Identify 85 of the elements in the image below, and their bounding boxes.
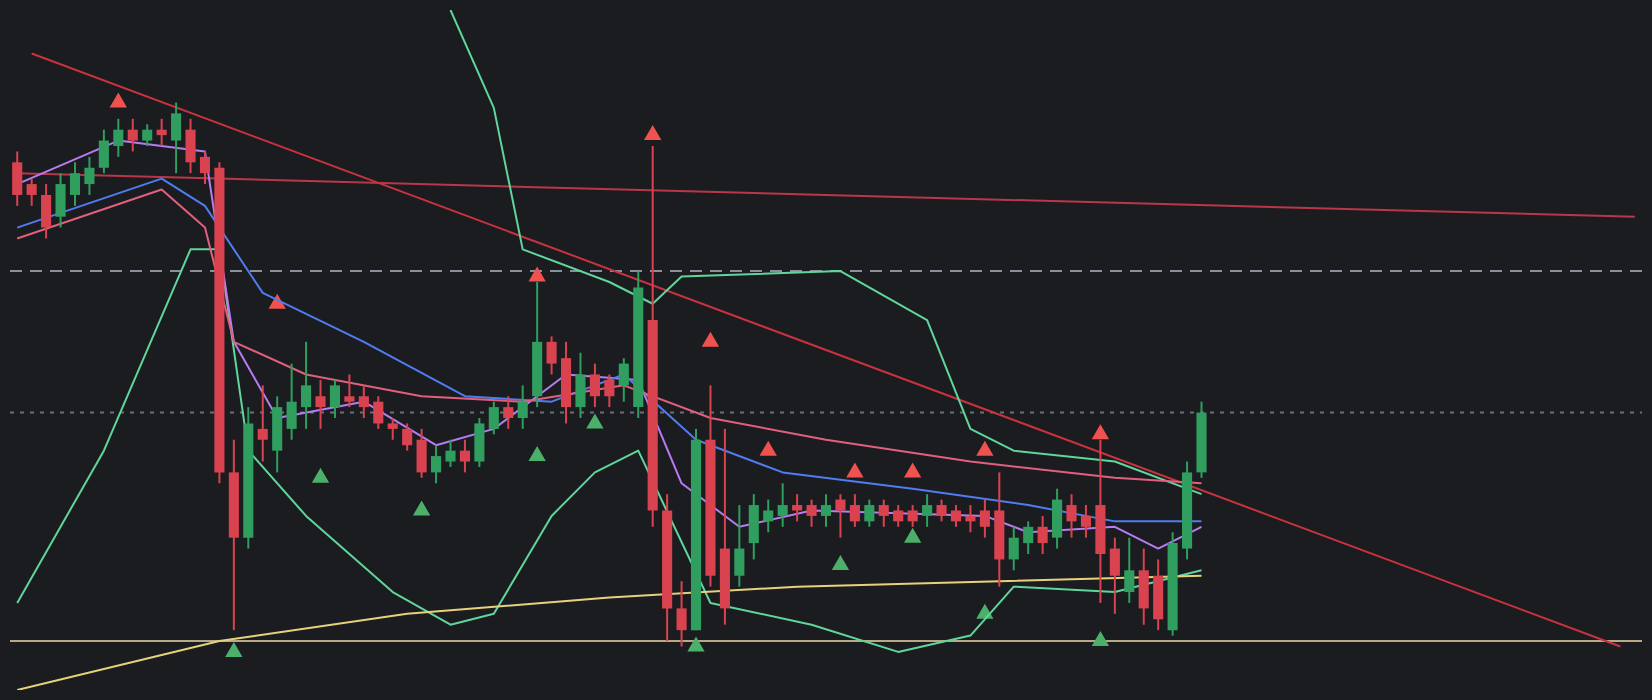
candlestick (1124, 536, 1135, 604)
candlestick (618, 357, 629, 403)
point (644, 126, 661, 141)
candlestick (98, 128, 109, 175)
candlestick (965, 504, 976, 534)
candlestick (272, 395, 283, 474)
candlestick (26, 177, 37, 207)
point (529, 267, 546, 282)
candlestick (113, 117, 124, 158)
point (976, 441, 993, 456)
candlestick (546, 335, 557, 376)
candlestick (55, 172, 66, 229)
candlestick (387, 417, 398, 441)
candlestick (806, 498, 817, 528)
candlestick (748, 493, 759, 561)
candlestick (488, 400, 499, 436)
candlestick (1052, 487, 1063, 550)
candlestick (344, 373, 355, 409)
candlestick (373, 395, 384, 430)
point (904, 463, 921, 478)
candlestick (575, 351, 586, 419)
candlestick (1153, 558, 1164, 632)
candlestick (142, 123, 153, 147)
candlestick (402, 422, 413, 452)
candlestick (127, 117, 138, 153)
candlestick (1138, 547, 1149, 626)
candlestick (864, 498, 875, 528)
candlestick (1023, 520, 1034, 555)
candlestick (199, 150, 211, 186)
candlestick (979, 498, 990, 539)
point (846, 463, 863, 478)
candlestick (950, 504, 962, 528)
point (832, 555, 849, 570)
point (312, 468, 329, 483)
candlestick (503, 395, 514, 430)
candlestick (41, 183, 52, 240)
candlestick (1066, 493, 1077, 539)
candlestick (257, 384, 268, 463)
point (529, 447, 546, 462)
point (1092, 632, 1109, 647)
candlestick (604, 373, 615, 409)
candlestick (474, 417, 485, 468)
candlestick (820, 493, 832, 528)
candlestick (329, 378, 341, 419)
candlestick (69, 161, 81, 207)
point (904, 528, 921, 543)
point (413, 501, 430, 516)
candlestick (517, 384, 528, 430)
candlestick (777, 482, 788, 528)
candlestick (315, 378, 326, 430)
candlestick (171, 101, 182, 175)
candlestick (301, 340, 312, 430)
candlestick (84, 155, 95, 196)
candlestick (286, 362, 297, 441)
candlestick (936, 498, 947, 523)
candlestick (445, 438, 456, 468)
candlestick (763, 498, 774, 534)
candlestick (431, 444, 442, 485)
candlestick (589, 362, 600, 409)
candlestick (907, 504, 918, 528)
candlestick (734, 504, 745, 588)
candlestick (156, 117, 167, 147)
candlestick (185, 117, 196, 175)
point (702, 332, 719, 347)
point (1092, 425, 1109, 440)
candlestick (1080, 504, 1092, 539)
candlestick (12, 150, 23, 207)
candlestick (922, 493, 933, 528)
candlestick (878, 498, 889, 528)
candlestick (849, 493, 860, 528)
candlestick (792, 493, 803, 523)
candlestick (676, 580, 687, 648)
candlestick (416, 427, 427, 479)
point (760, 441, 777, 456)
candlestick (1037, 514, 1048, 555)
candlestick (1109, 536, 1120, 615)
point (225, 642, 242, 657)
candlestick (459, 438, 470, 474)
candlestick (835, 493, 846, 539)
point (688, 637, 704, 652)
point (586, 414, 603, 429)
point (110, 93, 127, 108)
candlestick (893, 504, 904, 528)
candlestick (1008, 525, 1019, 572)
candlestick (358, 384, 369, 419)
